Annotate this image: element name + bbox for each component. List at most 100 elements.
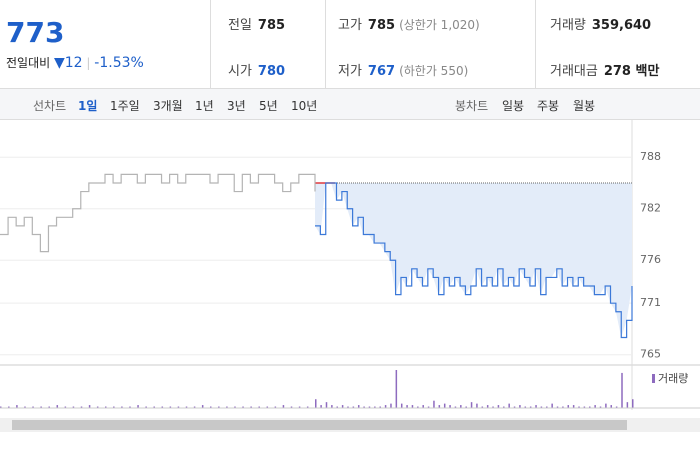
info-value: 780	[257, 64, 286, 79]
volume-bar	[406, 405, 408, 408]
volume-bar	[177, 406, 180, 408]
volume-bar	[274, 406, 277, 408]
volume-bar	[476, 403, 478, 408]
y-tick-label: 788	[640, 150, 661, 163]
volume-bar	[250, 406, 252, 408]
scrollbar-thumb	[12, 420, 627, 430]
info-label: 시가	[228, 64, 252, 79]
header: 773 전일대비 ▼12 | -1.53% 전일 785 고가 785 (상한가 1,0…	[0, 0, 700, 89]
change-pct: -1.53%	[94, 55, 144, 71]
volume-bar	[583, 406, 586, 408]
volume-bar	[290, 406, 293, 408]
period-tab[interactable]: 3년	[227, 99, 246, 113]
volume-bar	[0, 406, 2, 408]
tab-bar: 선차트 봉차트 1일 1주일 3개월 1년 3년 5년 10년 일봉 주봉 월봉	[0, 89, 700, 120]
period-tab[interactable]: 5년	[259, 99, 278, 113]
legend-label: 거래량	[658, 372, 688, 385]
volume-bar	[599, 406, 602, 408]
candle-tab[interactable]: 일봉	[502, 99, 525, 113]
volume-bar	[56, 405, 59, 408]
change-value: ▼12	[54, 55, 83, 71]
volume-bar	[379, 406, 381, 408]
volume-bar	[201, 405, 204, 408]
price-line	[0, 173, 316, 253]
volume-bar	[605, 403, 607, 408]
volume-bar	[48, 406, 50, 408]
volume-bar	[417, 406, 419, 408]
volume-bar	[153, 406, 155, 408]
candle-tab[interactable]: 월봉	[573, 99, 596, 113]
y-tick-label: 782	[640, 202, 661, 215]
volume-bar	[395, 370, 398, 408]
volume-bar	[443, 403, 446, 408]
y-tick-label: 765	[640, 348, 661, 361]
volume-bar	[341, 405, 344, 408]
volume-bar	[363, 406, 365, 408]
volume-bar	[320, 405, 322, 408]
volume-bar	[193, 406, 196, 408]
volume-bar	[400, 403, 403, 408]
volume-bar	[169, 406, 172, 408]
period-tab[interactable]: 1년	[195, 99, 214, 113]
volume-bar	[16, 405, 18, 408]
info-cell: 저가 767 (하한가 550)	[338, 60, 468, 79]
volume-bar	[567, 405, 570, 408]
volume-bar	[486, 405, 489, 408]
volume-bar	[325, 402, 328, 408]
info-cell: 시가 780	[228, 60, 285, 79]
volume-bar	[315, 399, 317, 408]
volume-bar	[336, 406, 338, 408]
volume-bar	[368, 406, 371, 408]
legend-swatch	[652, 374, 655, 383]
volume-bar	[88, 405, 91, 408]
period-tab[interactable]: 10년	[291, 99, 318, 113]
volume-bar	[422, 405, 424, 408]
volume-bar	[137, 405, 139, 408]
volume-bar	[578, 406, 580, 408]
volume-bar	[411, 405, 414, 408]
info-cell: 고가 785 (상한가 1,020)	[338, 14, 480, 33]
volume-bar	[497, 405, 500, 408]
volume-bar	[427, 406, 430, 408]
info-cell: 전일 785	[228, 14, 285, 33]
info-cell: 거래량 359,640	[550, 14, 651, 33]
volume-bar	[357, 405, 360, 408]
volume-bar	[529, 406, 532, 408]
volume-bar	[454, 406, 457, 408]
volume-bar	[8, 406, 10, 408]
volume-bar	[374, 406, 376, 408]
volume-bar	[145, 406, 147, 408]
candle-tab[interactable]: 주봉	[537, 99, 560, 113]
price-line	[315, 182, 633, 339]
tab-label: 봉차트	[455, 99, 489, 113]
info-label: 거래대금	[550, 64, 598, 79]
volume-bar	[562, 406, 564, 408]
volume-bar	[465, 406, 467, 408]
volume-bar	[113, 406, 115, 408]
tab-label: 선차트	[33, 99, 67, 113]
volume-bar	[96, 406, 99, 408]
volume-bar	[282, 405, 285, 408]
volume-bar	[594, 405, 596, 408]
info-label: 거래량	[550, 18, 586, 33]
info-value: 785	[367, 18, 396, 33]
price: 773	[6, 16, 65, 49]
info-value: 767	[367, 64, 396, 79]
volume-bar	[572, 405, 575, 408]
info-label: 저가	[338, 64, 362, 79]
info-value: 359,640	[591, 18, 652, 33]
volume-bar	[621, 372, 623, 408]
change: 전일대비 ▼12 | -1.53%	[6, 55, 144, 71]
info-label: 고가	[338, 18, 362, 33]
period-tab[interactable]: 1일	[78, 99, 98, 113]
volume-bar	[433, 400, 435, 408]
volume-bar	[551, 403, 553, 408]
period-tab[interactable]: 3개월	[153, 99, 183, 113]
volume-bar	[481, 406, 484, 408]
volume-bar	[610, 405, 613, 408]
volume-bar	[508, 403, 510, 408]
period-tab[interactable]: 1주일	[110, 99, 140, 113]
area-fill	[315, 182, 632, 338]
volume-bar	[80, 406, 83, 408]
